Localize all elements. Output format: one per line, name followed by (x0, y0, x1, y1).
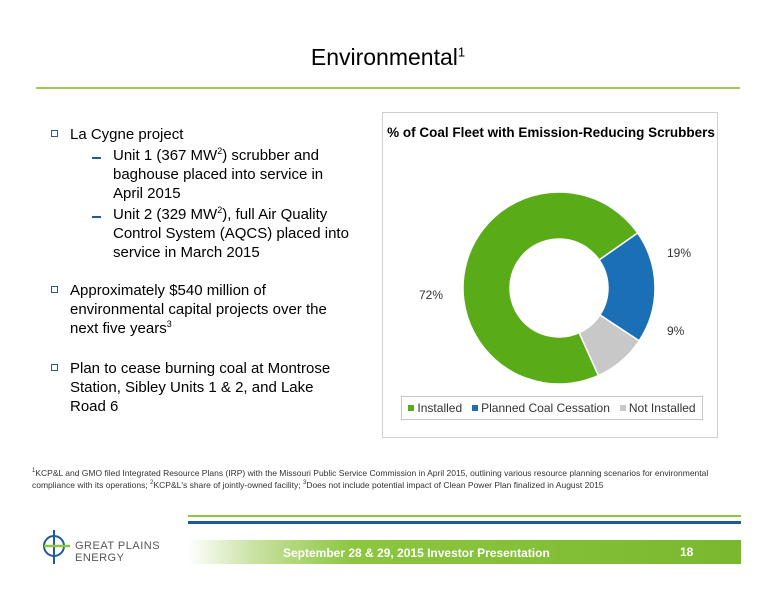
label-planned-coal-cessation: 19% (667, 246, 692, 260)
title-divider (36, 87, 740, 89)
bullet-square-icon (51, 286, 58, 293)
legend-item-installed: Installed (408, 401, 462, 415)
sub-bullet-unit-1: Unit 1 (367 MW2) scrubber and baghouse p… (40, 146, 350, 203)
legend-swatch (472, 405, 479, 411)
bullet-square-icon (51, 364, 58, 371)
legend-item-not-installed: Not Installed (619, 401, 696, 415)
great-plains-energy-logo: GREAT PLAINS ENERGY (40, 528, 200, 568)
bullet-capital-projects: Approximately $540 million of environmen… (40, 281, 350, 338)
chart-legend: Installed Planned Coal Cessation Not Ins… (401, 396, 703, 420)
footer-blue-rule (188, 521, 741, 524)
legend-swatch (619, 405, 626, 411)
page-number: 18 (680, 545, 694, 559)
donut-svg (462, 191, 656, 385)
donut-chart: % of Coal Fleet with Emission-Reducing S… (382, 112, 718, 438)
dash-icon (92, 157, 101, 159)
bullet-la-cygne: La Cygne project (40, 125, 350, 144)
slide-title: Environmental1 (310, 44, 466, 70)
chart-title: % of Coal Fleet with Emission-Reducing S… (387, 125, 715, 140)
footer-green-rule (188, 515, 741, 517)
footer-bar: September 28 & 29, 2015 Investor Present… (188, 540, 741, 564)
sub-bullet-unit-2: Unit 2 (329 MW2), full Air Quality Contr… (40, 205, 350, 262)
label-not-installed: 9% (667, 324, 685, 338)
bullet-list: La Cygne project Unit 1 (367 MW2) scrubb… (40, 125, 350, 418)
bullet-square-icon (51, 130, 58, 137)
footnote: 1KCP&L and GMO filed Integrated Resource… (32, 468, 709, 490)
dash-icon (92, 216, 101, 218)
legend-swatch (408, 405, 415, 411)
title-footnote-marker: 1 (457, 44, 466, 60)
logo-mark-icon (43, 530, 70, 564)
bullet-cease-coal: Plan to cease burning coal at Montrose S… (40, 359, 350, 416)
label-installed: 72% (419, 288, 444, 302)
footer-event-text: September 28 & 29, 2015 Investor Present… (283, 546, 550, 560)
legend-item-planned-coal-cessation: Planned Coal Cessation (472, 401, 610, 415)
slice-installed (462, 191, 639, 385)
